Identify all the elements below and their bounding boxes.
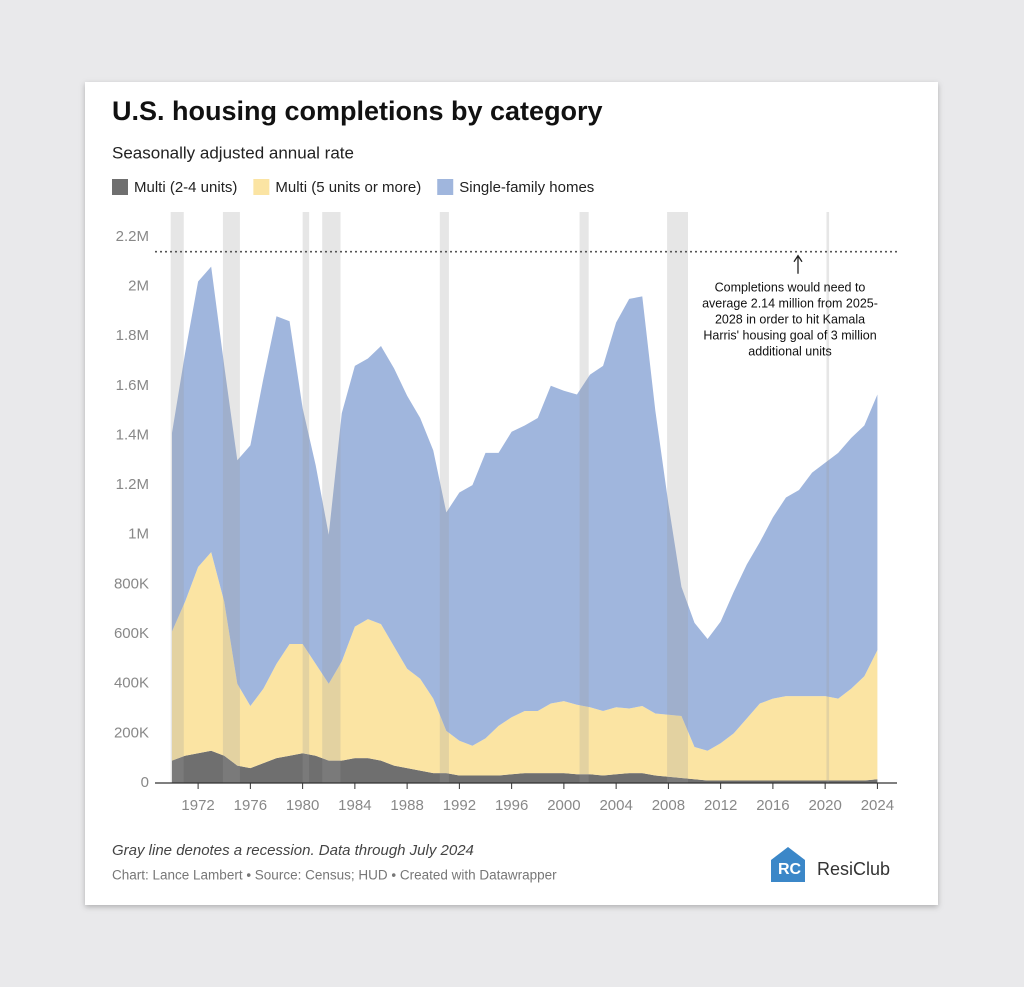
y-tick-label: 400K	[114, 675, 149, 692]
x-tick-label: 2020	[808, 797, 841, 814]
x-tick-label: 2008	[652, 797, 685, 814]
x-tick-label: 2000	[547, 797, 580, 814]
y-tick-label: 2.2M	[116, 228, 149, 245]
x-tick-label: 1992	[443, 797, 476, 814]
area	[171, 266, 878, 751]
y-tick-label: 600K	[114, 625, 149, 642]
annotation: average 2.14 million from 2025-	[702, 296, 878, 310]
y-tick-label: 1.2M	[116, 476, 149, 493]
y-tick-label: 1M	[128, 526, 149, 543]
legend-label: Single-family homes	[459, 179, 594, 196]
annotation: Completions would need to	[715, 280, 866, 294]
logo-icon	[771, 847, 805, 882]
logo: RC ResiClub	[771, 847, 890, 882]
x-tick-label: 1988	[390, 797, 423, 814]
logo-icon-text: RC	[778, 861, 802, 878]
y-tick-label: 2M	[128, 277, 149, 294]
recession-band	[302, 212, 310, 783]
recession-band	[826, 212, 830, 783]
annotation: additional units	[748, 344, 831, 358]
recession-band	[170, 212, 184, 783]
recession-band	[439, 212, 449, 783]
y-tick-label: 1.8M	[116, 327, 149, 344]
note: Gray line denotes a recession. Data thro…	[112, 842, 474, 859]
recession-band	[579, 212, 589, 783]
recession-band	[322, 212, 341, 783]
legend-swatch	[253, 179, 270, 195]
y-tick-label: 800K	[114, 575, 149, 592]
legend-label: Multi (2-4 units)	[134, 179, 237, 196]
x-tick-label: 2004	[599, 797, 632, 814]
x-tick-label: 1980	[286, 797, 319, 814]
legend-swatch	[437, 179, 454, 195]
x-tick-label: 1996	[495, 797, 528, 814]
y-tick-label: 1.6M	[116, 377, 149, 394]
annotation: 2028 in order to hit Kamala	[715, 312, 865, 326]
legend-label: Multi (5 units or more)	[275, 179, 421, 196]
area	[171, 552, 878, 781]
x-tick-label: 1976	[234, 797, 267, 814]
chart-subtitle: Seasonally adjusted annual rate	[112, 143, 354, 162]
y-tick-label: 1.4M	[116, 426, 149, 443]
y-tick-label: 200K	[114, 724, 149, 741]
recession-band	[222, 212, 240, 783]
legend-swatch	[112, 179, 128, 195]
chart-title: U.S. housing completions by category	[112, 96, 603, 126]
x-tick-label: 2012	[704, 797, 737, 814]
x-tick-label: 1984	[338, 797, 371, 814]
annotation: Harris' housing goal of 3 million	[703, 328, 876, 342]
x-tick-label: 2024	[861, 797, 894, 814]
x-tick-label: 2016	[756, 797, 789, 814]
y-tick-label: 0	[141, 774, 149, 791]
logo-text: ResiClub	[817, 859, 890, 879]
credit: Chart: Lance Lambert • Source: Census; H…	[112, 868, 557, 883]
x-tick-label: 1972	[181, 797, 214, 814]
area	[171, 750, 878, 783]
annotation-arrow	[793, 254, 803, 274]
recession-band	[667, 212, 688, 783]
